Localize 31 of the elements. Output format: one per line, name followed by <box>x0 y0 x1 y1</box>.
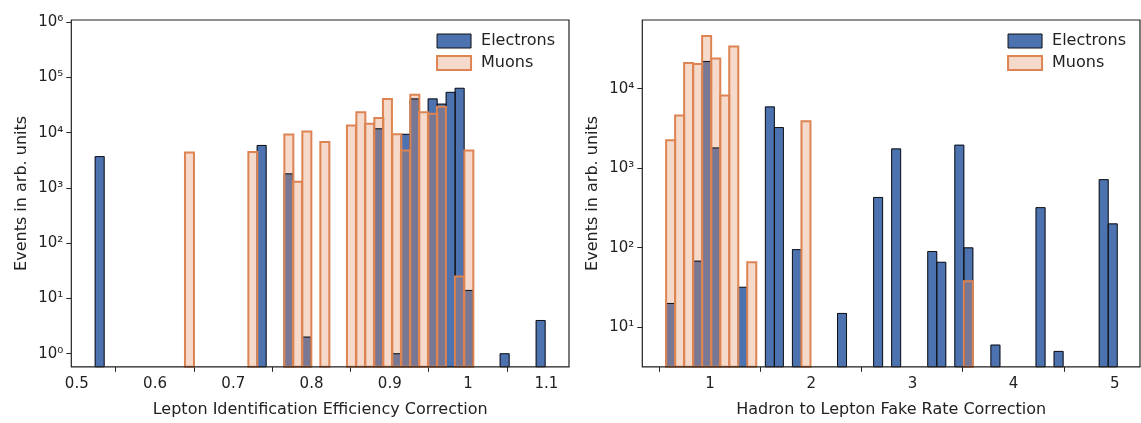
x-tick-label: 1 <box>463 373 473 392</box>
legend-label: Muons <box>1052 52 1105 72</box>
legend-label: Electrons <box>481 30 556 50</box>
x-tick-label: 0.8 <box>299 373 324 392</box>
y-tick-label: 10⁰ <box>38 343 64 362</box>
y-tick-label: 10¹ <box>38 288 64 307</box>
x-tick-label: 5 <box>1109 373 1120 392</box>
y-tick-label: 10⁴ <box>38 122 64 141</box>
y-tick-label: 10² <box>609 237 635 256</box>
y-axis-title: Events in arb. units <box>581 115 601 271</box>
x-axis-title: Lepton Identification Efficiency Correction <box>152 398 488 418</box>
y-tick-label: 10⁴ <box>609 78 635 97</box>
legend-label: Electrons <box>1052 30 1127 50</box>
x-tick-label: 0.7 <box>221 373 246 392</box>
y-tick-label: 10⁶ <box>38 12 64 31</box>
y-tick-label: 10¹ <box>609 317 635 336</box>
x-tick-label: 0.6 <box>143 373 167 392</box>
x-tick-label: 1.1 <box>534 373 559 392</box>
legend-label: Muons <box>481 52 534 72</box>
y-tick-label: 10² <box>38 233 64 252</box>
x-tick-label: 1 <box>705 373 715 392</box>
x-tick-label: 4 <box>1008 373 1019 392</box>
y-axis-title: Events in arb. units <box>10 115 30 271</box>
x-tick-label: 0.5 <box>64 373 89 392</box>
y-tick-label: 10³ <box>38 177 64 196</box>
x-tick-label: 2 <box>806 373 817 392</box>
x-axis-title: Hadron to Lepton Fake Rate Correction <box>736 398 1047 418</box>
y-tick-label: 10⁵ <box>38 67 64 86</box>
x-tick-label: 3 <box>907 373 918 392</box>
x-tick-label: 0.9 <box>377 373 402 392</box>
y-tick-label: 10³ <box>609 158 635 177</box>
